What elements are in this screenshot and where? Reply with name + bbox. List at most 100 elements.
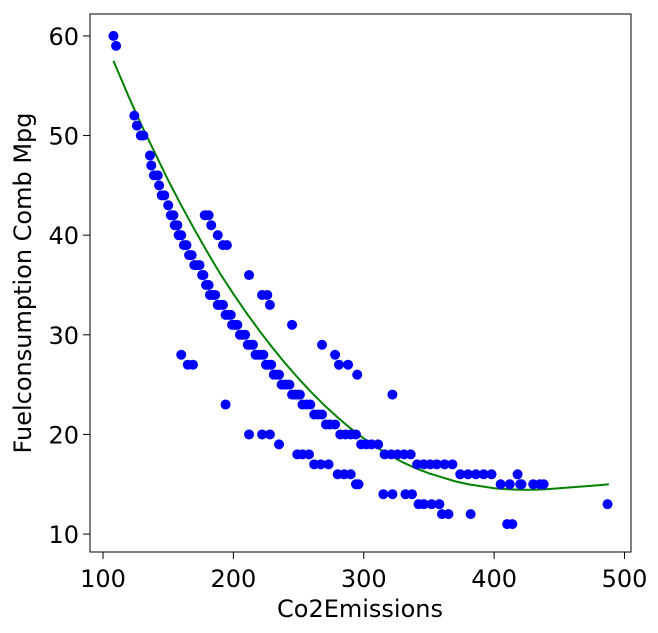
scatter-point	[138, 130, 149, 141]
scatter-point	[345, 469, 356, 480]
scatter-point	[538, 479, 549, 490]
scatter-point	[512, 469, 523, 480]
scatter-point	[274, 439, 285, 450]
scatter-point	[353, 479, 364, 490]
scatter-point	[418, 499, 429, 510]
scatter-point	[225, 309, 236, 320]
scatter-point	[443, 509, 454, 520]
scatter-point	[172, 220, 183, 231]
scatter-point	[350, 429, 361, 440]
scatter-point	[262, 289, 273, 300]
scatter-point	[305, 399, 316, 410]
scatter-point	[258, 349, 269, 360]
scatter-point	[194, 260, 205, 271]
scatter-point	[333, 359, 344, 370]
scatter-point	[212, 230, 223, 241]
scatter-point	[244, 270, 255, 281]
scatter-point	[257, 429, 268, 440]
scatter-point	[176, 230, 187, 241]
x-tick-label: 300	[341, 565, 387, 593]
scatter-point	[470, 469, 481, 480]
y-tick-label: 50	[48, 123, 79, 151]
scatter-point	[186, 250, 197, 261]
scatter-point	[159, 190, 170, 201]
scatter-point	[426, 499, 437, 510]
scatter-point	[266, 359, 277, 370]
scatter-point	[108, 30, 119, 41]
plot-frame	[89, 13, 632, 553]
scatter-point	[168, 210, 179, 221]
scatter-point	[163, 200, 174, 211]
scatter-point	[455, 469, 466, 480]
scatter-point	[406, 489, 417, 500]
scatter-point	[176, 349, 187, 360]
x-tick-label: 400	[471, 565, 517, 593]
scatter-point	[274, 369, 285, 380]
scatter-point	[434, 499, 445, 510]
scatter-point	[317, 339, 328, 350]
scatter-point	[206, 220, 217, 231]
scatter-point	[152, 170, 163, 181]
scatter-point	[232, 319, 243, 330]
scatter-point	[352, 369, 363, 380]
scatter-point	[478, 469, 489, 480]
scatter-point	[203, 210, 214, 221]
x-tick-label: 200	[210, 565, 256, 593]
scatter-point	[317, 409, 328, 420]
scatter-point	[343, 359, 354, 370]
y-axis-ticks: 10 20 30 40 50 60	[48, 23, 90, 549]
scatter-point	[405, 449, 416, 460]
scatter-point	[129, 110, 140, 121]
scatter-point	[304, 449, 315, 460]
scatter-point	[387, 389, 398, 400]
scatter-point	[287, 319, 298, 330]
y-tick-label: 60	[48, 23, 79, 51]
scatter-point	[486, 469, 497, 480]
scatter-point	[144, 150, 155, 161]
scatter-point	[187, 359, 198, 370]
scatter-point	[131, 120, 142, 131]
scatter-point	[284, 379, 295, 390]
scatter-point	[240, 329, 251, 340]
scatter-point	[181, 240, 192, 251]
y-tick-label: 30	[48, 322, 79, 350]
scatter-point	[221, 240, 232, 251]
scatter-point	[507, 519, 518, 530]
scatter-point	[463, 469, 474, 480]
scatter-point	[447, 459, 458, 470]
scatter-point	[387, 489, 398, 500]
y-tick-label: 40	[48, 222, 79, 250]
scatter-point	[146, 160, 157, 171]
scatter-point	[264, 429, 275, 440]
x-tick-label: 100	[80, 565, 126, 593]
scatter-point	[495, 479, 506, 490]
scatter-point	[373, 439, 384, 450]
scatter-point	[217, 299, 228, 310]
scatter-point	[330, 349, 341, 360]
scatter-point	[378, 489, 389, 500]
scatter-point	[198, 270, 209, 281]
scatter-point	[294, 389, 305, 400]
scatter-point	[210, 289, 221, 300]
scatter-point	[439, 459, 450, 470]
x-tick-label: 500	[602, 565, 648, 593]
scatter-point	[264, 299, 275, 310]
y-axis-label: Fuelconsumption Comb Mpg	[9, 112, 37, 453]
plot-background	[90, 14, 631, 552]
scatter-point	[244, 429, 255, 440]
fit-curve-layer	[112, 60, 609, 491]
scatter-point	[465, 509, 476, 520]
scatter-point	[431, 459, 442, 470]
scatter-point	[504, 479, 515, 490]
scatter-point	[602, 499, 613, 510]
scatter-point	[111, 40, 122, 51]
scatter-point	[154, 180, 165, 191]
scatter-points-layer	[108, 30, 613, 530]
x-axis-label: Co2Emissions	[277, 595, 443, 623]
scatter-point	[203, 279, 214, 290]
scatter-point	[323, 459, 334, 470]
fit-curve-line	[112, 60, 609, 491]
y-tick-label: 10	[48, 521, 79, 549]
scatter-point	[315, 459, 326, 470]
